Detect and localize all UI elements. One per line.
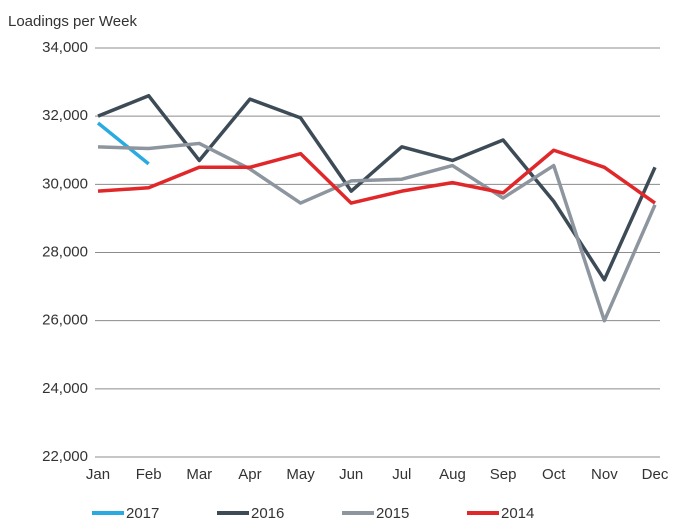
- x-tick-label: Jan: [86, 466, 110, 483]
- y-tick-label: 22,000: [42, 448, 88, 465]
- y-tick-label: 30,000: [42, 175, 88, 192]
- x-tick-label: Oct: [542, 466, 566, 483]
- series-line: [97, 93, 657, 282]
- x-tick-label: Mar: [186, 466, 212, 483]
- legend-label: 2015: [376, 505, 409, 522]
- x-tick-label: Sep: [490, 466, 517, 483]
- x-tick-label: Jun: [339, 466, 363, 483]
- y-tick-label: 24,000: [42, 380, 88, 397]
- series-line: [97, 148, 657, 205]
- legend-label: 2017: [126, 505, 159, 522]
- y-tick-label: 26,000: [42, 312, 88, 329]
- y-tick-label: 34,000: [42, 39, 88, 56]
- y-axis-label: Loadings per Week: [8, 13, 137, 30]
- x-tick-label: Jul: [392, 466, 411, 483]
- x-tick-label: Feb: [136, 466, 162, 483]
- y-tick-label: 32,000: [42, 107, 88, 124]
- x-tick-label: Nov: [591, 466, 618, 483]
- legend-label: 2016: [251, 505, 284, 522]
- x-tick-label: Dec: [642, 466, 669, 483]
- y-tick-label: 28,000: [42, 243, 88, 260]
- series-line: [96, 121, 150, 166]
- x-tick-label: Aug: [439, 466, 466, 483]
- series-line: [97, 141, 657, 323]
- x-tick-label: May: [286, 466, 315, 483]
- x-tick-label: Apr: [238, 466, 261, 483]
- legend-label: 2014: [501, 505, 534, 522]
